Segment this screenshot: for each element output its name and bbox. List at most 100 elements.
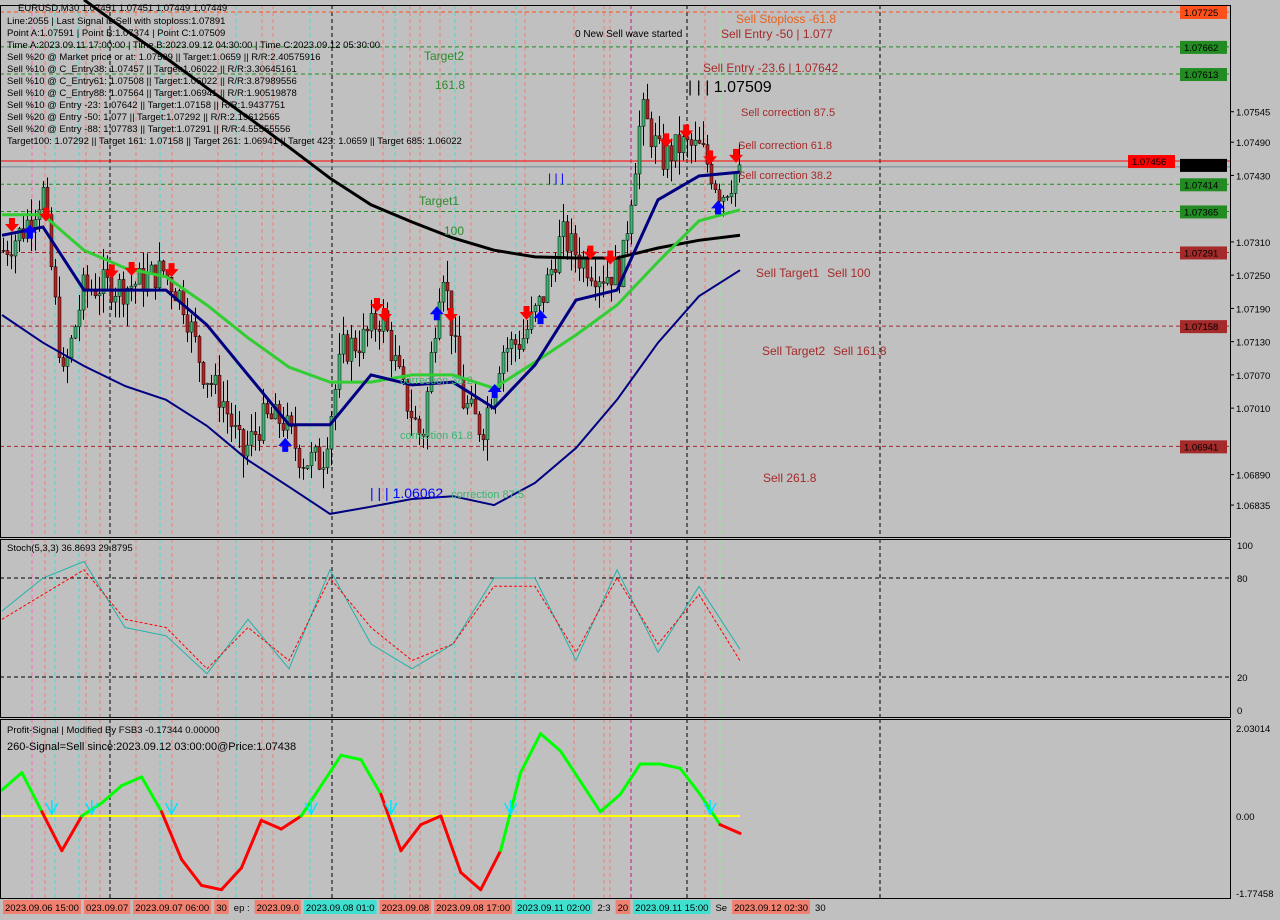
candle — [673, 134, 678, 162]
candle — [701, 142, 706, 145]
candle — [125, 287, 130, 305]
info-line: Line:2055 | Last Signal is:Sell with sto… — [7, 16, 225, 27]
moving-average-line — [83, 0, 741, 260]
profit-tick-label: -1.77458 — [1236, 889, 1274, 900]
cross-signal-icon — [45, 800, 59, 816]
chart-annotation: Sell Entry -23.6 | 1.07642 — [703, 61, 839, 75]
candle — [477, 413, 482, 435]
candle — [401, 366, 406, 380]
candle — [297, 448, 302, 468]
price-badge-label: 1.07158 — [1184, 322, 1218, 333]
profit-segment — [399, 823, 423, 853]
time-label: Se — [715, 903, 727, 914]
moving-averages — [1, 0, 741, 515]
info-text: EURUSD,M30 1.07451 1.07451 1.07449 1.074… — [7, 3, 462, 147]
candle — [129, 285, 134, 289]
chart-annotation: Sell correction 61.8 — [738, 140, 832, 152]
candle — [677, 134, 682, 153]
candle — [293, 426, 298, 449]
sell-arrow-icon — [729, 148, 744, 163]
candle — [41, 187, 46, 210]
candle — [317, 446, 322, 470]
price-badge — [1180, 6, 1227, 19]
stochastic-panel[interactable] — [1, 560, 741, 675]
profit-signal-panel[interactable] — [0, 732, 742, 892]
time-label-badge — [732, 900, 811, 914]
candle — [425, 391, 430, 437]
profit-segment — [479, 849, 503, 892]
profit-segment — [439, 814, 463, 874]
candle — [397, 355, 402, 368]
axes: 1.07725 1.07662 1.07613 1.07456 1.07449 1.074… — [0, 5, 1274, 914]
time-label-badge — [254, 900, 301, 914]
profit-subtitle: 260-Signal=Sell since:2023.09.12 03:00:0… — [7, 741, 296, 753]
sell-arrow-icon — [603, 250, 618, 265]
time-label: 023.09.07 — [86, 903, 128, 914]
candle — [533, 305, 538, 313]
profit-tick-label: 2.03014 — [1236, 724, 1270, 735]
info-line: Sell %20 @ Market price or at: 1.07509 |… — [7, 52, 321, 63]
candle — [113, 296, 118, 303]
candle — [241, 429, 246, 457]
price-tick-label: 1.07130 — [1236, 338, 1270, 349]
chart-annotation: 161.8 — [435, 78, 465, 92]
profit-segment — [598, 792, 622, 814]
profit-segment — [180, 857, 203, 887]
candle — [393, 355, 398, 362]
candle — [649, 118, 654, 147]
time-label: ep : — [234, 903, 250, 914]
candle — [465, 403, 470, 409]
candle — [289, 415, 294, 427]
price-badge — [1180, 440, 1227, 454]
info-line: Sell %10 @ C_Entry38: 1.07457 || Target:… — [7, 64, 297, 75]
profit-segment — [20, 771, 44, 814]
sell-arrow-icon — [519, 306, 534, 321]
profit-segment — [658, 762, 682, 770]
candle — [321, 467, 326, 470]
price-tick-label: 1.07070 — [1236, 371, 1270, 382]
chart-annotation: Sell correction 87.5 — [741, 107, 835, 119]
candle — [641, 99, 646, 127]
candle — [609, 276, 614, 286]
candle — [213, 374, 218, 385]
candle — [585, 258, 590, 279]
candle — [433, 338, 438, 353]
candle — [577, 254, 582, 269]
price-tick-label: 1.07430 — [1236, 171, 1270, 182]
candle — [233, 424, 238, 427]
buy-arrow-icon — [22, 224, 37, 239]
candle — [473, 398, 478, 415]
profit-segment — [678, 766, 702, 796]
candle — [613, 259, 618, 286]
info-line: Sell %20 @ Entry -50: 1.077 || Target:1.… — [7, 112, 280, 123]
candle — [137, 268, 142, 285]
candle — [221, 401, 226, 408]
price-tick-label: 1.07250 — [1236, 271, 1270, 282]
chart-annotation: | | | 1.07509 — [688, 79, 772, 96]
moving-average-line — [1, 269, 741, 515]
candle — [117, 279, 122, 297]
candle — [261, 403, 266, 441]
candle — [301, 467, 306, 469]
candle — [229, 413, 234, 427]
panel-frame — [0, 719, 1231, 899]
candle — [457, 335, 462, 379]
candle — [653, 135, 658, 147]
candle — [197, 336, 202, 363]
chart-annotation: Sell Entry -50 | 1.077 — [721, 27, 833, 41]
info-line: Target100: 1.07292 || Target 161: 1.0715… — [7, 136, 462, 147]
candle — [713, 183, 718, 191]
cross-signal-icon — [384, 800, 398, 816]
candle — [373, 313, 378, 330]
time-label: 2023.09.07 06:00 — [135, 903, 209, 914]
candle — [501, 351, 506, 374]
candle — [201, 362, 206, 385]
stoch-tick-label: 100 — [1237, 541, 1253, 552]
chart-annotation: Sell 161.8 — [833, 344, 887, 358]
time-label: 2023.09.06 15:00 — [5, 903, 79, 914]
buy-arrow-icon — [711, 200, 726, 215]
candle — [53, 266, 58, 298]
candle — [269, 413, 274, 420]
candle — [77, 309, 82, 328]
